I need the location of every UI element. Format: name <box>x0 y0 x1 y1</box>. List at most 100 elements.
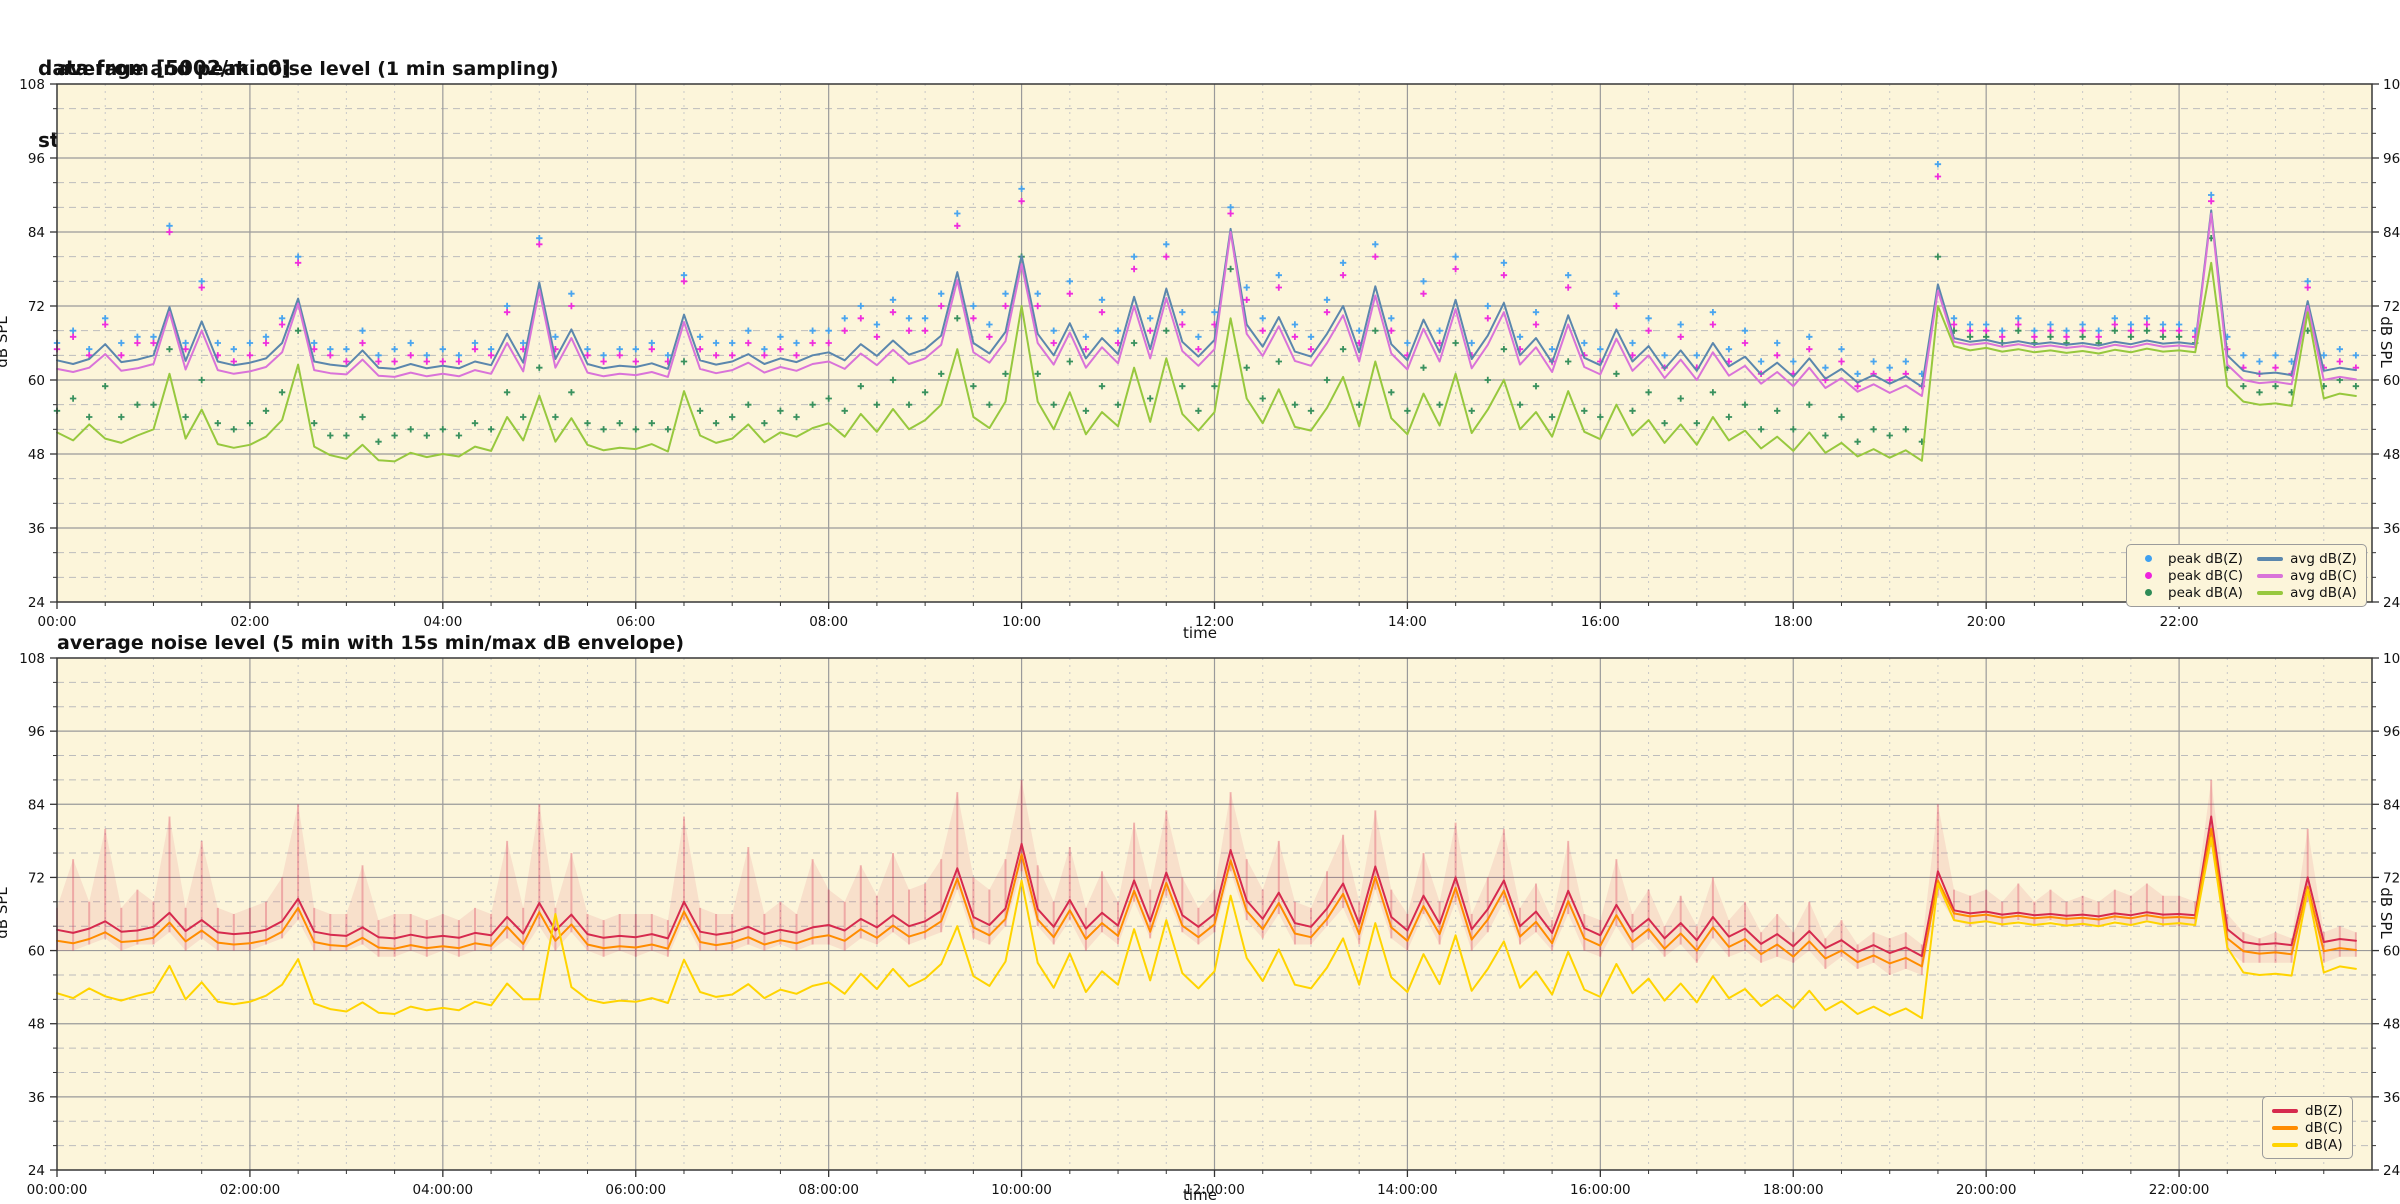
series-db-c--line <box>56 827 2357 968</box>
chart2-ylabel-right: dB SPL <box>2376 887 2395 939</box>
y-tick-label: 24 <box>28 1163 45 1179</box>
legend-label: peak dB(C) <box>2168 567 2244 584</box>
x-tick-label: 08:00:00 <box>798 1182 859 1198</box>
legend-item: avg dB(Z) <box>2257 551 2357 567</box>
y-tick-label: 24 <box>28 595 45 611</box>
y-tick-label-right: 84 <box>2383 797 2400 813</box>
x-tick-label: 10:00 <box>1002 614 1041 630</box>
series-db-z--line <box>56 815 2357 958</box>
x-tick-label: 22:00:00 <box>2149 1182 2210 1198</box>
y-tick-label-right: 36 <box>2383 1090 2400 1106</box>
chart2-xlabel: time <box>1183 1186 1217 1204</box>
y-tick-label-right: 108 <box>2383 77 2400 93</box>
y-tick-label-right: 24 <box>2383 1163 2400 1179</box>
chart1-xlabel: time <box>1183 624 1217 642</box>
chart1-ylabel-left: dB SPL <box>0 316 11 368</box>
chart1-ylabel-right: dB SPL <box>2376 316 2395 368</box>
x-tick-label: 06:00 <box>616 614 655 630</box>
x-tick-label: 18:00 <box>1774 614 1813 630</box>
legend-label: dB(C) <box>2305 1119 2343 1136</box>
header-line1: data from [5002/mic0] <box>38 56 291 80</box>
legend-line-swatch <box>2257 590 2284 595</box>
x-tick-label: 18:00:00 <box>1763 1182 1824 1198</box>
legend-line-swatch <box>2257 556 2284 561</box>
y-tick-label: 36 <box>28 521 45 537</box>
legend-item: avg dB(C) <box>2257 568 2357 584</box>
chart1-title: average and peak noise level (1 min samp… <box>57 58 559 80</box>
y-tick-label: 60 <box>28 373 45 389</box>
x-tick-label: 10:00:00 <box>991 1182 1052 1198</box>
x-tick-label: 12:00 <box>1195 614 1234 630</box>
y-tick-label: 48 <box>28 1017 45 1033</box>
x-tick-label: 20:00:00 <box>1956 1182 2017 1198</box>
y-tick-label-right: 72 <box>2383 299 2400 315</box>
legend-line-swatch <box>2272 1108 2298 1113</box>
legend-item: avg dB(A) <box>2257 585 2357 601</box>
envelope-band <box>57 779 2356 975</box>
x-tick-label: 02:00 <box>230 614 269 630</box>
x-tick-label: 16:00:00 <box>1570 1182 1631 1198</box>
y-tick-label-right: 24 <box>2383 595 2400 611</box>
legend-dot-swatch <box>2145 589 2152 596</box>
legend-item: dB(A) <box>2272 1137 2343 1153</box>
x-tick-label: 04:00:00 <box>413 1182 474 1198</box>
legend-label: avg dB(Z) <box>2290 550 2357 567</box>
y-tick-label-right: 96 <box>2383 724 2400 740</box>
legend-label: dB(A) <box>2305 1136 2343 1153</box>
y-tick-label: 108 <box>19 651 45 667</box>
x-tick-label: 06:00:00 <box>605 1182 666 1198</box>
legend-item: dB(Z) <box>2272 1103 2343 1119</box>
y-tick-label-right: 96 <box>2383 151 2400 167</box>
x-tick-label: 14:00:00 <box>1377 1182 1438 1198</box>
y-tick-label: 108 <box>19 77 45 93</box>
series-db-a--line <box>56 836 2357 1020</box>
y-tick-label-right: 60 <box>2383 373 2400 389</box>
y-tick-label: 96 <box>28 724 45 740</box>
y-tick-label: 36 <box>28 1090 45 1106</box>
chart2-canvas: 108 108 96 96 84 84 72 72 60 60 48 48 36 36 24 24 00:00:… <box>19 651 2400 1198</box>
legend-label: peak dB(A) <box>2168 584 2243 601</box>
x-tick-label: 04:00 <box>423 614 462 630</box>
y-tick-label: 48 <box>28 447 45 463</box>
legend-label: dB(Z) <box>2305 1102 2343 1119</box>
chart2-title: average noise level (5 min with 15s min/… <box>57 632 685 654</box>
series-avg-db-z--line <box>56 209 2357 388</box>
x-tick-label: 16:00 <box>1581 614 1620 630</box>
x-tick-label: 02:00:00 <box>220 1182 281 1198</box>
x-tick-label: 14:00 <box>1388 614 1427 630</box>
legend-line-swatch <box>2272 1125 2298 1130</box>
chart2-ylabel-left: dB SPL <box>0 887 11 939</box>
y-tick-label-right: 108 <box>2383 651 2400 667</box>
y-tick-label: 72 <box>28 299 45 315</box>
chart1-legend: peak dB(Z) avg dB(Z) peak dB(C) avg dB(C) pe… <box>2126 544 2367 607</box>
y-tick-label: 84 <box>28 797 45 813</box>
legend-item: peak dB(Z) <box>2136 551 2243 567</box>
y-tick-label-right: 84 <box>2383 225 2400 241</box>
legend-label: avg dB(A) <box>2290 584 2357 601</box>
x-tick-label: 00:00:00 <box>27 1182 88 1198</box>
legend-item: dB(C) <box>2272 1120 2343 1136</box>
y-tick-label-right: 72 <box>2383 870 2400 886</box>
chart2-legend: dB(Z) dB(C) dB(A) <box>2262 1096 2353 1159</box>
legend-item: peak dB(A) <box>2136 585 2243 601</box>
x-tick-label: 12:00:00 <box>1184 1182 1245 1198</box>
y-tick-label: 72 <box>28 870 45 886</box>
legend-label: avg dB(C) <box>2290 567 2357 584</box>
y-tick-label-right: 60 <box>2383 944 2400 960</box>
y-tick-label: 84 <box>28 225 45 241</box>
legend-line-swatch <box>2272 1142 2298 1147</box>
y-tick-label-right: 48 <box>2383 1017 2400 1033</box>
x-tick-label: 00:00 <box>38 614 77 630</box>
legend-label: peak dB(Z) <box>2168 550 2243 567</box>
y-tick-label-right: 36 <box>2383 521 2400 537</box>
legend-line-swatch <box>2257 573 2284 578</box>
chart1-canvas: 108 108 96 96 84 84 72 72 60 60 48 48 36 36 24 24 00:00 0… <box>19 77 2400 630</box>
legend-item: peak dB(C) <box>2136 568 2243 584</box>
x-tick-label: 08:00 <box>809 614 848 630</box>
y-tick-label: 96 <box>28 151 45 167</box>
x-tick-label: 20:00 <box>1967 614 2006 630</box>
x-tick-label: 22:00 <box>2160 614 2199 630</box>
series-avg-db-c--line <box>56 212 2357 397</box>
legend-dot-swatch <box>2145 572 2152 579</box>
series-avg-db-a--line <box>56 261 2357 463</box>
